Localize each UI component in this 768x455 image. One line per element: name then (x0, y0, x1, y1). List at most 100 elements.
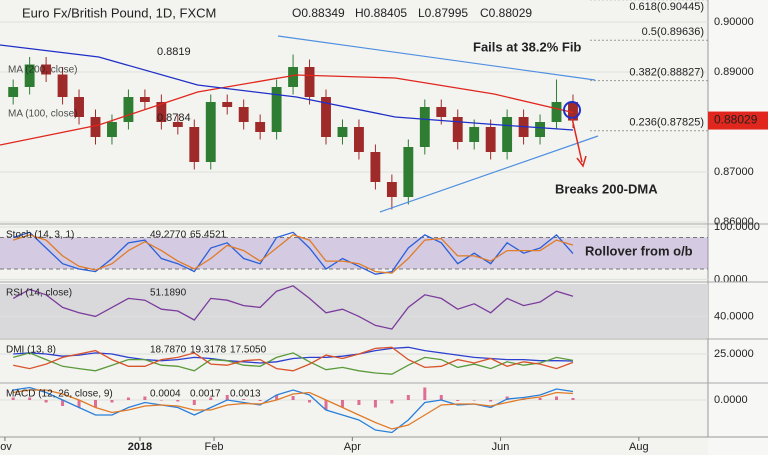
indicator-line (13, 231, 574, 275)
annotation: Breaks 200-DMA (555, 181, 658, 196)
candle-body (337, 127, 348, 137)
candle-body (271, 87, 282, 132)
legend-value: 19.3178 (190, 345, 227, 356)
legend-entry: MA (200, close) (8, 65, 77, 76)
indicator-line (13, 234, 574, 274)
fib-label: 0.382(0.88827) (629, 67, 704, 79)
histogram-bar (373, 400, 377, 408)
histogram-bar (61, 400, 65, 406)
x-tick-label: Apr (344, 441, 361, 453)
candle-body (255, 122, 266, 132)
x-tick-label: ov (0, 441, 12, 453)
histogram-bar (77, 400, 81, 408)
indicator-line (13, 346, 574, 372)
indicator-line (13, 346, 574, 364)
histogram-bar (472, 400, 476, 401)
candle-body (90, 117, 101, 137)
ohlc: C0.88029 (480, 6, 532, 20)
candle-body (386, 182, 397, 197)
pane-title: Stoch (14, 3, 1) (6, 230, 74, 241)
y-tick-label: 100.0000 (714, 221, 760, 233)
trendline-lower (379, 135, 599, 213)
candle-body (452, 117, 463, 142)
histogram-bar (11, 397, 15, 400)
candle-body (24, 64, 35, 87)
legend-value: 51.1890 (150, 288, 187, 299)
y-tick-label: 0.90000 (714, 16, 754, 28)
candle-body (57, 74, 68, 97)
fib-label: 0.236(0.87825) (629, 117, 704, 129)
histogram-bar (308, 400, 312, 403)
histogram-bar (209, 397, 213, 400)
candle-body (238, 107, 249, 122)
x-tick-label: Jun (492, 441, 510, 453)
y-tick-label: 0.0000 (714, 273, 748, 285)
moving-average (0, 44, 574, 131)
candle-body (189, 127, 200, 162)
legend-value: 0.8819 (157, 46, 191, 58)
histogram-bar (439, 395, 443, 400)
arrow (571, 117, 583, 163)
histogram-bar (28, 397, 32, 400)
candle-body (321, 97, 331, 137)
histogram-bar (555, 396, 559, 400)
histogram-bar (324, 400, 328, 410)
candle-body (288, 67, 299, 87)
indicator-line (12, 285, 574, 330)
candle-body (172, 122, 183, 127)
candle-body (469, 127, 480, 142)
fib-label: 0.5(0.89636) (642, 26, 704, 38)
candle-body (419, 107, 430, 147)
arrow-head (576, 155, 587, 168)
y-tick-label: 0.89000 (714, 66, 754, 78)
price-axis-bg (708, 0, 768, 455)
histogram-bar (505, 396, 509, 400)
candle-body (370, 152, 381, 182)
legend-value: 49.2770 (150, 230, 187, 241)
histogram-bar (571, 398, 575, 400)
y-tick-label: 0.87000 (714, 166, 754, 178)
candle-body (107, 122, 117, 137)
x-tick-label: Feb (205, 441, 224, 453)
histogram-bar (242, 399, 246, 400)
legend-value: 65.4521 (190, 230, 227, 241)
histogram-bar (489, 400, 493, 402)
histogram-bar (423, 387, 427, 400)
trendline-upper (277, 35, 596, 81)
candle-body (222, 102, 233, 107)
candle-body (156, 102, 167, 122)
price-tag-label: 0.88029 (714, 113, 758, 127)
candle-body (485, 127, 496, 152)
histogram-bar (126, 397, 130, 400)
legend-value: 0.8784 (157, 112, 191, 124)
histogram-bar (93, 400, 97, 408)
moving-average (0, 74, 574, 146)
candle-body (354, 127, 364, 152)
histogram-bar (275, 395, 279, 400)
histogram-bar (357, 400, 361, 405)
symbol-title: Euro Fx/British Pound, 1D, FXCM (22, 5, 216, 20)
histogram-bar (143, 396, 147, 400)
candle-body (551, 102, 562, 122)
histogram-bar (110, 400, 114, 403)
histogram-bar (176, 400, 180, 402)
candle-body (123, 97, 134, 122)
indicator-line (13, 389, 574, 430)
y-tick-label: 0.0000 (714, 394, 748, 406)
annotation: Fails at 38.2% Fib (473, 39, 581, 54)
candle-body (304, 67, 315, 97)
histogram-bar (44, 400, 48, 403)
legend-value: 0.0013 (230, 389, 261, 400)
legend-value: 18.7870 (150, 345, 187, 356)
histogram-bar (225, 395, 229, 400)
y-tick-label: 0.86000 (714, 216, 754, 228)
candle-body (74, 97, 84, 117)
ohlc: H0.88405 (355, 6, 407, 20)
histogram-bar (192, 400, 196, 405)
annotation: Rollover from o/b (585, 243, 693, 258)
y-tick-label: 25.0000 (714, 348, 754, 360)
histogram-bar (456, 400, 460, 401)
